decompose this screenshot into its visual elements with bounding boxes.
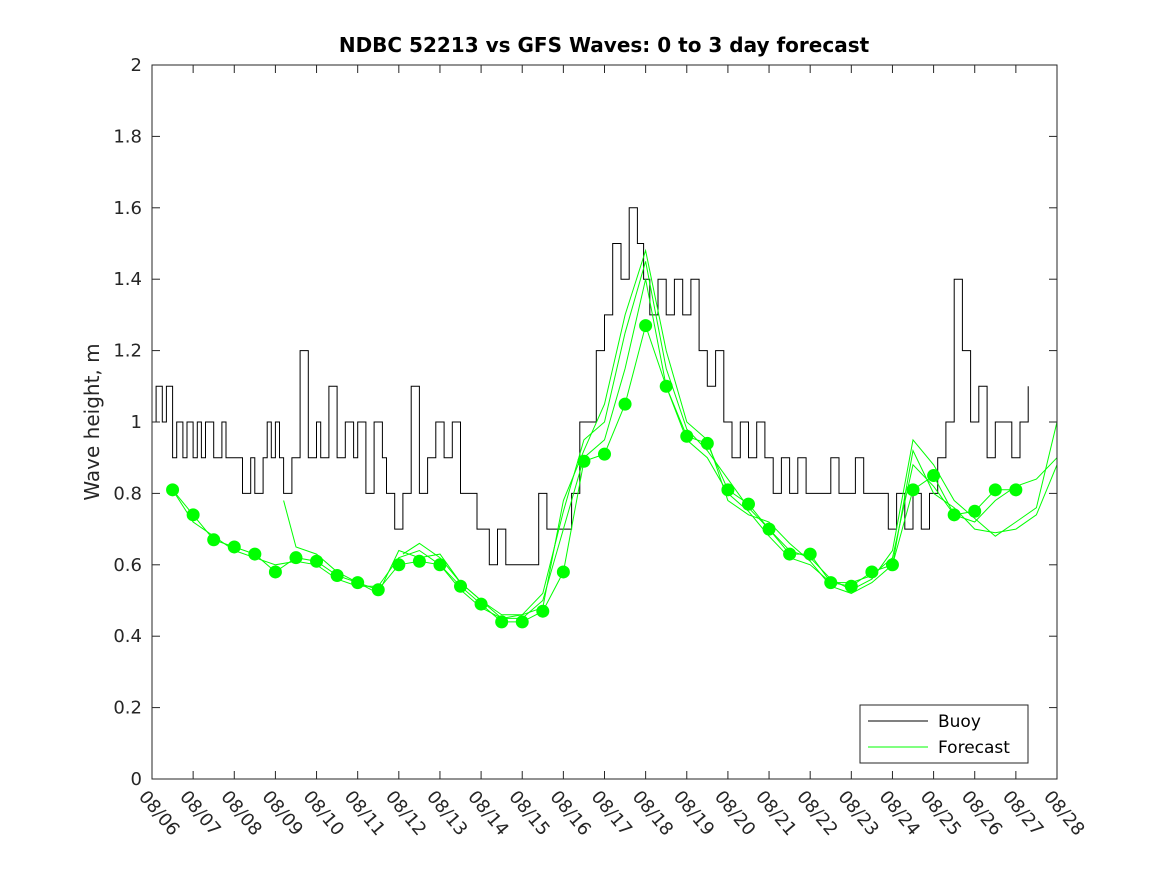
legend-buoy-label: Buoy bbox=[938, 712, 981, 732]
forecast-marker bbox=[268, 565, 282, 579]
forecast-marker bbox=[844, 579, 858, 593]
forecast-marker bbox=[227, 540, 241, 554]
forecast-line-2 bbox=[172, 279, 1057, 619]
forecast-marker bbox=[988, 483, 1002, 497]
chart-title: NDBC 52213 vs GFS Waves: 0 to 3 day fore… bbox=[339, 33, 870, 57]
buoy-line bbox=[152, 207, 1029, 566]
forecast-marker bbox=[639, 319, 653, 333]
legend: Buoy Forecast bbox=[859, 704, 1029, 764]
forecast-marker bbox=[248, 547, 262, 561]
forecast-marker bbox=[659, 379, 673, 393]
y-tick-label: 1 bbox=[131, 412, 142, 433]
forecast-marker bbox=[598, 447, 611, 461]
forecast-marker bbox=[700, 436, 714, 450]
y-tick-label: 0.8 bbox=[113, 483, 142, 504]
forecast-marker bbox=[310, 554, 324, 568]
forecast-marker bbox=[495, 615, 509, 629]
forecast-marker bbox=[865, 565, 879, 579]
forecast-marker bbox=[906, 483, 920, 497]
forecast-marker bbox=[474, 597, 488, 611]
y-tick-label: 2 bbox=[131, 55, 142, 76]
legend-box bbox=[859, 704, 1029, 764]
forecast-marker bbox=[289, 551, 303, 565]
forecast-marker bbox=[741, 497, 755, 511]
forecast-marker bbox=[680, 429, 694, 443]
y-tick-label: 1.4 bbox=[113, 269, 142, 290]
forecast-marker bbox=[166, 483, 180, 497]
forecast-marker bbox=[947, 508, 961, 522]
forecast-marker bbox=[618, 397, 632, 411]
forecast-marker bbox=[927, 469, 941, 483]
forecast-marker bbox=[351, 576, 365, 590]
y-tick-label: 0 bbox=[131, 769, 142, 790]
y-tick-label: 1.6 bbox=[113, 198, 142, 219]
forecast-marker bbox=[762, 522, 776, 536]
forecast-marker bbox=[433, 558, 447, 572]
forecast-marker bbox=[721, 483, 735, 497]
forecast-marker bbox=[412, 554, 426, 568]
forecast-marker bbox=[371, 583, 385, 597]
forecast-marker bbox=[1009, 483, 1023, 497]
forecast-line-4 bbox=[402, 248, 1057, 619]
forecast-marker bbox=[330, 569, 344, 583]
forecast-marker bbox=[515, 615, 529, 629]
forecast-marker bbox=[556, 565, 570, 579]
forecast-marker bbox=[577, 454, 591, 468]
forecast-marker bbox=[783, 547, 797, 561]
y-tick-label: 0.4 bbox=[113, 626, 142, 647]
y-axis-label: Wave height, m bbox=[80, 343, 104, 500]
y-tick-label: 1.2 bbox=[113, 341, 142, 362]
forecast-marker bbox=[968, 504, 982, 518]
forecast-marker bbox=[454, 579, 468, 593]
y-tick-label: 1.8 bbox=[113, 126, 142, 147]
forecast-marker bbox=[824, 576, 838, 590]
forecast-marker bbox=[885, 558, 899, 572]
y-tick-label: 0.6 bbox=[113, 555, 142, 576]
y-tick-label: 0.2 bbox=[113, 698, 142, 719]
forecast-marker bbox=[803, 547, 817, 561]
forecast-marker bbox=[536, 604, 550, 618]
forecast-marker bbox=[186, 508, 200, 522]
plot-series bbox=[152, 207, 1057, 629]
forecast-marker bbox=[392, 558, 406, 572]
legend-forecast-label: Forecast bbox=[938, 738, 1010, 758]
forecast-marker bbox=[207, 533, 221, 547]
